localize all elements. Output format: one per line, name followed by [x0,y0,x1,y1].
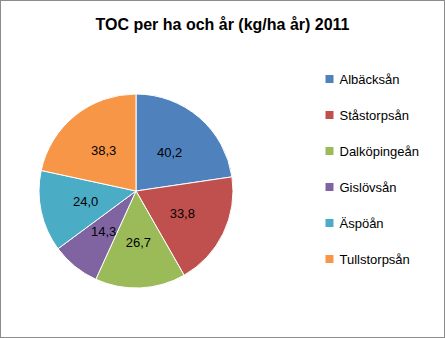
svg-text:Tullstorpsån: Tullstorpsån [339,252,409,267]
svg-text:Gislövsån: Gislövsån [339,180,396,195]
svg-text:40,2: 40,2 [157,145,182,160]
svg-text:Albäcksån: Albäcksån [339,72,399,87]
svg-text:33,8: 33,8 [170,206,195,221]
svg-text:14,3: 14,3 [91,224,116,239]
svg-text:Ståstorpsån: Ståstorpsån [339,108,408,123]
svg-text:Dalköpingeån: Dalköpingeån [339,144,419,159]
svg-text:Äspöån: Äspöån [339,216,383,231]
svg-text:26,7: 26,7 [126,235,151,250]
svg-text:38,3: 38,3 [91,143,116,158]
svg-text:TOC per ha och år (kg/ha år) 2: TOC per ha och år (kg/ha år) 2011 [95,16,349,33]
svg-text:24,0: 24,0 [73,194,98,209]
